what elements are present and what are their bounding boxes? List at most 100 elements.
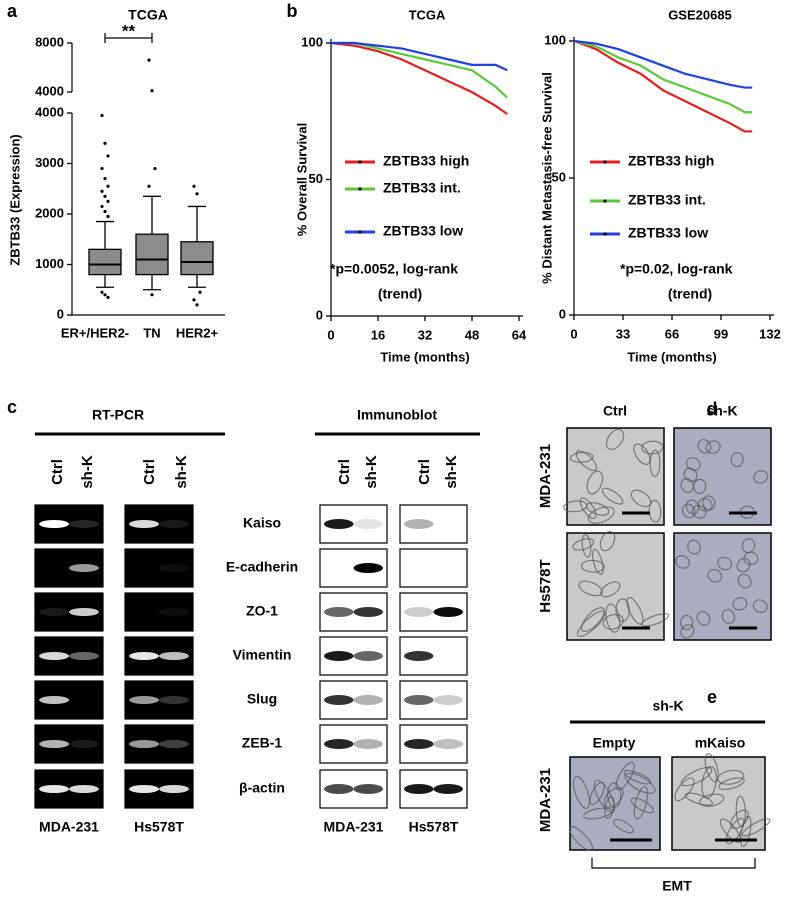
lane-label: sh-K: [443, 455, 460, 489]
band: [69, 564, 99, 572]
x-tick-label: 99: [714, 326, 728, 341]
cell: [630, 489, 652, 508]
box: [88, 248, 122, 276]
x-tick-label: TN: [143, 325, 160, 340]
cell: [581, 533, 592, 558]
outlier: [150, 293, 154, 297]
cell: [601, 487, 624, 505]
x-tick-label: 66: [665, 326, 679, 341]
band: [159, 652, 189, 660]
band: [324, 739, 354, 749]
cell: [591, 548, 604, 576]
annotation: (trend): [378, 286, 422, 302]
cell: [730, 452, 744, 468]
micrograph: [566, 532, 665, 641]
band: [324, 784, 354, 794]
chart-title: TCGA: [409, 7, 446, 22]
band: [433, 784, 463, 794]
cell: [752, 599, 768, 613]
band: [159, 785, 189, 793]
significance-bracket: [104, 33, 153, 43]
y-tick-label: 50: [309, 171, 323, 186]
cell: [587, 506, 615, 524]
cell: [675, 555, 690, 569]
band: [129, 652, 159, 660]
cell: [578, 580, 603, 597]
column-label: mKaiso: [695, 735, 746, 751]
box: [135, 233, 169, 276]
panel-letter: e: [707, 687, 717, 707]
cell: [705, 440, 721, 454]
legend-marker: [603, 199, 607, 203]
micrograph: [673, 532, 772, 641]
band: [159, 608, 189, 616]
band: [404, 651, 434, 661]
section-title: RT-PCR: [92, 407, 144, 423]
group-label: sh-K: [652, 698, 683, 714]
cell: [687, 539, 701, 555]
cell: [569, 451, 594, 463]
band: [324, 651, 354, 661]
cell: [600, 581, 621, 598]
y-tick-label: 0: [57, 306, 64, 321]
y-tick-label: 0: [316, 307, 323, 322]
cell: [685, 499, 700, 515]
lane-label: Ctrl: [141, 459, 158, 485]
cell: [721, 609, 736, 624]
gene-label: Slug: [247, 691, 277, 707]
survival-curve: [573, 39, 753, 114]
outlier: [192, 298, 196, 302]
band: [159, 696, 189, 704]
outlier: [106, 214, 110, 219]
band: [129, 696, 159, 704]
y-tick-label: 4000: [35, 104, 64, 119]
annotation: *p=0.0052, log-rank: [330, 261, 458, 277]
column-label: Ctrl: [603, 403, 627, 419]
outlier: [103, 177, 107, 181]
gene-label: ZEB-1: [242, 735, 283, 751]
band: [353, 519, 383, 529]
outlier: [103, 141, 107, 145]
column-label: sh-K: [706, 403, 737, 419]
panel-letter: b: [287, 1, 298, 21]
cell: [607, 782, 622, 808]
band: [159, 564, 189, 572]
y-tick-label: 4000: [35, 83, 64, 98]
cell: [735, 795, 746, 828]
band: [324, 607, 354, 617]
gel-frame: [124, 592, 194, 632]
band: [39, 696, 69, 704]
cell: [626, 596, 644, 625]
cell: [717, 769, 745, 785]
x-tick-label: HER2+: [176, 325, 219, 340]
section-title: Immunoblot: [357, 407, 437, 423]
x-axis-label: Time (months): [380, 349, 469, 364]
cell: [741, 538, 756, 554]
legend-marker: [358, 230, 362, 234]
gene-label: Vimentin: [233, 647, 292, 663]
cell: [575, 450, 598, 472]
cell: [630, 797, 654, 814]
cell-line-label: MDA-231: [39, 819, 99, 835]
cell-line-label: MDA-231: [324, 819, 384, 835]
lane-label: Ctrl: [336, 459, 353, 485]
outlier: [192, 184, 196, 188]
cell: [693, 478, 707, 494]
cell: [680, 478, 695, 494]
legend-marker: [358, 160, 362, 164]
outlier: [100, 113, 104, 118]
legend-label: ZBTB33 high: [383, 153, 469, 169]
band: [69, 608, 99, 616]
cell: [697, 498, 713, 512]
cell: [572, 538, 595, 551]
outlier: [195, 303, 199, 307]
y-tick-label: 3000: [35, 155, 64, 170]
cell: [641, 440, 664, 455]
column-label: Empty: [593, 735, 636, 751]
cell: [583, 807, 613, 820]
band: [129, 740, 159, 748]
gel-frame: [124, 680, 194, 720]
cell: [741, 818, 771, 837]
row-label: Hs578T: [537, 559, 554, 612]
x-tick-label: 33: [616, 326, 630, 341]
